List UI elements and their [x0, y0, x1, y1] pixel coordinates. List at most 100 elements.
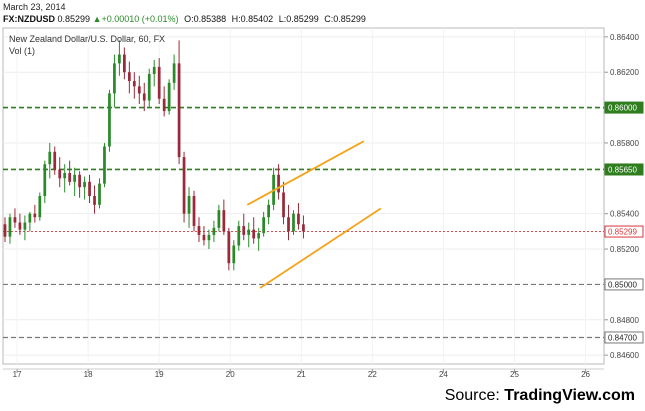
candle-body-37: [187, 196, 191, 214]
candle-body-7: [38, 196, 42, 218]
quote-line: FX:NZDUSD 0.85299 ▲+0.00010 (+0.01%) O:0…: [3, 14, 366, 24]
candle-body-3: [18, 222, 22, 230]
candle-body-21: [108, 93, 111, 147]
x-tick-label-4: 21: [297, 370, 306, 379]
source-prefix: Source:: [444, 387, 505, 404]
last-price: 0.85299: [57, 14, 91, 24]
candle-body-1: [8, 217, 12, 237]
level-badge-1: [604, 163, 644, 176]
channel-line-1: [259, 207, 382, 289]
candle-body-42: [212, 227, 216, 235]
candle-body-38: [192, 196, 196, 227]
candle-body-10: [53, 151, 57, 170]
candle-body-29: [147, 73, 151, 101]
candle-body-52: [262, 217, 266, 234]
candle-body-17: [88, 181, 91, 196]
y-tick-label-2: 0.85200: [610, 245, 639, 254]
candle-body-47: [237, 226, 241, 246]
symbol: FX:NZDUSD: [3, 14, 55, 24]
gridlines: [3, 28, 604, 364]
x-tick-label-5: 22: [368, 370, 377, 379]
high-value: 0.85402: [240, 14, 274, 24]
x-tick-label-7: 25: [510, 370, 519, 379]
candle-body-25: [127, 72, 131, 82]
y-tick-label-1: 0.84800: [610, 316, 639, 325]
candle-body-43: [217, 210, 221, 228]
close-label: C:: [324, 14, 334, 24]
level-label-2: 0.85000: [608, 280, 637, 289]
candle-body-11: [58, 169, 62, 179]
candle-body-57: [287, 217, 290, 232]
candle-body-46: [232, 245, 236, 264]
candle-body-44: [222, 210, 226, 232]
candle-body-8: [43, 164, 47, 196]
level-label-1: 0.85650: [608, 165, 637, 174]
y-tick-label-6: 0.86400: [610, 33, 639, 42]
close-value: 0.85299: [333, 14, 366, 24]
x-tick-label-1: 18: [84, 370, 93, 379]
candle-body-13: [68, 173, 72, 182]
change-up-arrow-icon: ▲: [92, 14, 102, 24]
source-credit: Source: TradingView.com: [445, 387, 635, 405]
low-label: L:: [278, 14, 287, 24]
candle-body-35: [177, 63, 181, 158]
last-price-label: 0.85299: [608, 228, 637, 237]
level-label-3: 0.84700: [608, 333, 637, 342]
candle-body-5: [28, 213, 32, 223]
candle-body-16: [83, 181, 86, 188]
channel-lines: [246, 140, 382, 289]
candle-body-4: [23, 222, 27, 230]
candle-body-56: [282, 192, 285, 218]
instrument-title: New Zealand Dollar/U.S. Dollar, 60, FX: [9, 34, 165, 44]
level-badge-0: [604, 101, 644, 114]
candle-body-34: [172, 63, 176, 83]
plot-border: [2, 27, 605, 365]
volume-label: Vol (1): [9, 46, 35, 56]
candle-body-55: [277, 174, 280, 193]
level-label-0: 0.86000: [608, 104, 637, 113]
candle-body-39: [197, 226, 201, 235]
axes: 0.84600 0.84800 0.85200 0.85400 0.85800 0.862…: [3, 33, 639, 379]
price-change: +0.00010 (+0.01%): [101, 14, 179, 24]
candle-body-19: [98, 183, 101, 205]
candle-body-60: [302, 224, 305, 232]
candle-body-32: [162, 98, 166, 112]
candle-body-53: [267, 204, 270, 218]
candle-body-22: [113, 63, 116, 94]
candle-body-31: [157, 66, 161, 99]
candle-body-18: [93, 196, 96, 205]
y-tick-label-3: 0.85400: [610, 210, 639, 219]
candle-body-59: [297, 213, 300, 225]
support-resistance-levels: 0.86000 0.85650 0.85000 0.84700 0.85299: [3, 101, 644, 344]
candle-body-41: [207, 234, 211, 241]
open-value: 0.85388: [193, 14, 227, 24]
candle-body-28: [142, 93, 146, 101]
candle-body-14: [73, 174, 77, 182]
candle-body-0: [3, 224, 7, 237]
y-tick-label-0: 0.84600: [610, 351, 639, 360]
candle-body-45: [227, 231, 231, 264]
candle-body-26: [132, 81, 136, 87]
level-badge-2: [604, 278, 644, 291]
candle-body-23: [118, 54, 121, 64]
candle-body-33: [167, 82, 171, 112]
source-brand: TradingView.com: [504, 387, 635, 404]
candle-body-15: [78, 174, 81, 188]
x-tick-label-0: 17: [13, 370, 22, 379]
channel-line-0: [246, 140, 365, 206]
candle-body-30: [152, 66, 156, 74]
candle-body-20: [103, 146, 106, 184]
x-tick-label-3: 20: [226, 370, 235, 379]
candle-body-12: [63, 173, 67, 179]
open-label: O:: [184, 14, 194, 24]
candle-body-51: [257, 233, 261, 239]
high-label: H:: [231, 14, 241, 24]
y-tick-label-5: 0.86200: [610, 68, 639, 77]
candlestick-series: [3, 40, 305, 271]
candle-body-24: [123, 54, 126, 73]
level-badge-3: [604, 331, 644, 344]
x-tick-label-6: 24: [439, 370, 448, 379]
chart-date: March 23, 2014: [3, 2, 66, 12]
candle-body-6: [33, 213, 37, 218]
